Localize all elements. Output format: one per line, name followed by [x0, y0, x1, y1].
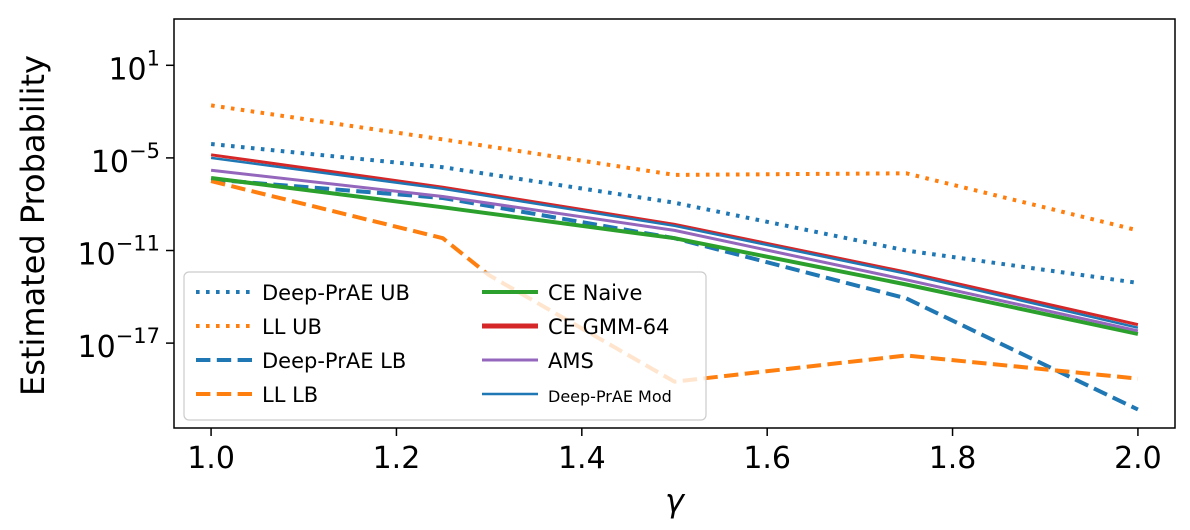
- legend-box: [183, 271, 707, 421]
- legend-label: CE Naive: [548, 281, 642, 305]
- legend-label: Deep-PrAE LB: [262, 349, 406, 373]
- y-tick-label: 10−5: [91, 139, 160, 180]
- y-tick-label: 101: [108, 46, 160, 87]
- y-axis-label: Estimated Probability: [14, 55, 52, 396]
- legend-label: Deep-PrAE Mod: [548, 387, 672, 406]
- legend-label: CE GMM-64: [548, 315, 669, 339]
- plot-frame: [173, 18, 1176, 429]
- series-ll-ub: [210, 103, 1139, 233]
- series-deep-prae-ub: [210, 142, 1139, 285]
- x-tick-label: 1.4: [558, 441, 606, 476]
- series-ams: [210, 168, 1139, 333]
- legend-label: LL UB: [262, 315, 322, 339]
- legend-label: AMS: [548, 349, 594, 373]
- legend-label: Deep-PrAE UB: [262, 281, 410, 305]
- x-tick-label: 1.2: [373, 441, 421, 476]
- legend-label: LL LB: [262, 383, 318, 407]
- series-ce-naive: [210, 176, 1139, 336]
- series-layer: [210, 103, 1139, 412]
- x-tick-label: 1.6: [743, 441, 791, 476]
- x-tick-label: 1.8: [929, 441, 977, 476]
- axis-layer: 1.0 1.2 1.4 1.6 1.8 2.0 101 10−5 10−11 10−17: [77, 46, 1161, 476]
- series-deep-prae-mod: [210, 156, 1139, 329]
- legend: Deep-PrAE UB LL UB Deep-PrAE LB LL LB CE Nai…: [183, 271, 707, 421]
- x-tick-label: 1.0: [187, 441, 235, 476]
- y-tick-label: 10−11: [77, 232, 160, 273]
- series-ce-gmm-64: [210, 153, 1139, 327]
- x-tick-label: 2.0: [1114, 441, 1162, 476]
- x-axis-label: γ: [665, 482, 686, 520]
- y-tick-label: 10−17: [77, 324, 160, 365]
